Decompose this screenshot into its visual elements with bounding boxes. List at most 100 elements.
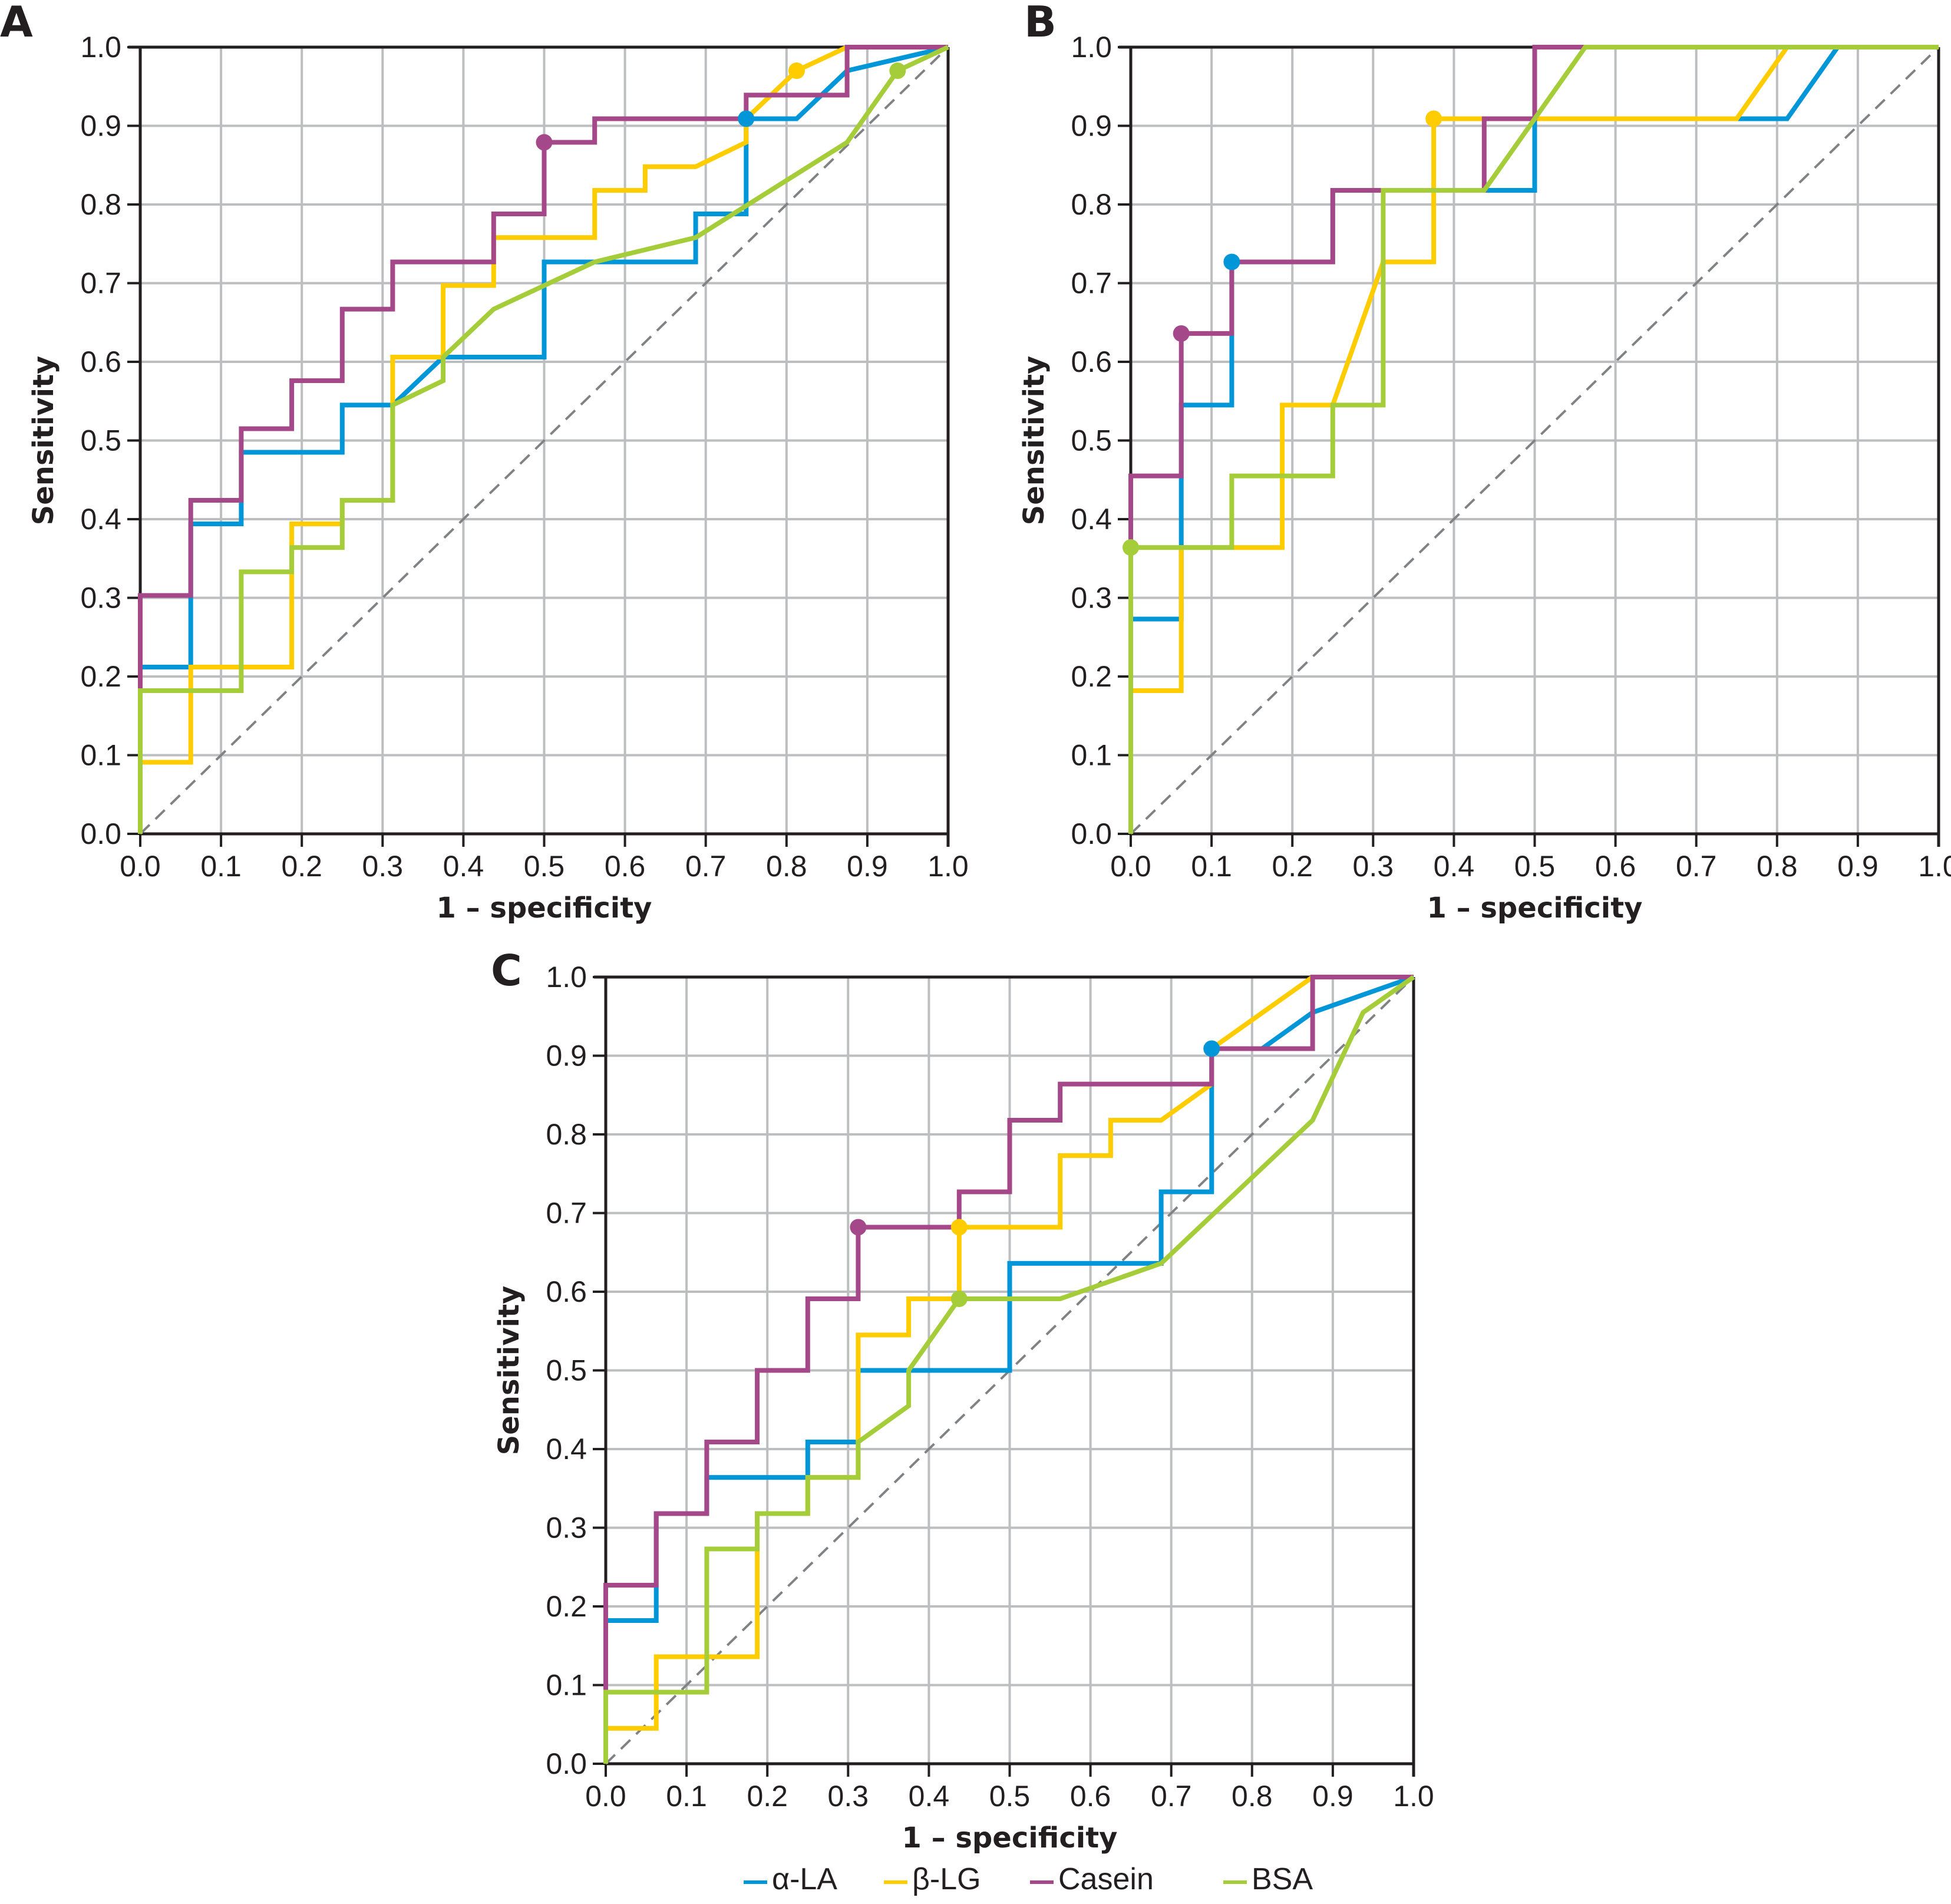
y-tick-label: 1.0 <box>546 961 587 994</box>
x-tick-label: 0.2 <box>1272 850 1313 883</box>
x-tick-label: 0.9 <box>1312 1780 1354 1813</box>
x-tick-label: 0.8 <box>1232 1780 1273 1813</box>
reference-diagonal <box>139 46 949 835</box>
y-tick-label: 0.7 <box>80 267 121 300</box>
x-tick-label: 0.1 <box>200 850 242 883</box>
roc-curve-bsa <box>1128 45 1939 834</box>
y-tick-label: 0.6 <box>80 345 121 378</box>
x-tick-label: 0.2 <box>747 1780 788 1813</box>
cutoff-point <box>1425 110 1442 127</box>
x-tick-label: 1.0 <box>1918 850 1951 883</box>
x-tick-label: 0.0 <box>120 850 161 883</box>
y-tick-label: 0.3 <box>1071 582 1112 615</box>
y-tick-label: 0.1 <box>546 1669 587 1702</box>
x-tick-label: 1.0 <box>1393 1780 1434 1813</box>
legend-label: Casein <box>1058 1862 1154 1896</box>
panel-a: A 0.0 0.1 0.2 0.3 0.4 0.5 0.6 0.7 0.8 0.9 1.0 0.0 0.1… <box>0 0 969 925</box>
legend: α-LA β-LG Casein BSA <box>744 1862 1313 1896</box>
roc-curve-lg <box>138 45 948 834</box>
cutoff-point <box>1123 539 1139 556</box>
x-tick-label: 0.0 <box>585 1780 626 1813</box>
legend-label: BSA <box>1252 1862 1313 1896</box>
x-tick-label: 0.8 <box>1757 850 1798 883</box>
y-tick-label: 0.0 <box>80 817 121 850</box>
y-tick-label: 1.0 <box>1071 31 1112 64</box>
x-tick-label: 0.0 <box>1110 850 1151 883</box>
x-tick-label: 0.5 <box>1514 850 1556 883</box>
x-tick-label: 0.7 <box>1151 1780 1192 1813</box>
legend-label: α-LA <box>772 1862 837 1896</box>
y-tick-label: 0.1 <box>80 739 121 772</box>
y-tick-label: 0.6 <box>546 1275 587 1308</box>
y-tick-label: 0.9 <box>546 1040 587 1073</box>
x-tick-label: 0.5 <box>524 850 565 883</box>
y-tick-label: 0.2 <box>546 1590 587 1623</box>
x-tick-label: 0.1 <box>1191 850 1232 883</box>
x-tick-label: 0.9 <box>1837 850 1879 883</box>
panel-b: B 0.0 0.1 0.2 0.3 0.4 0.5 0.6 0.7 0.8 0.9 1.0 0.0 0.1… <box>1018 0 1951 925</box>
cutoff-point <box>850 1219 867 1236</box>
y-tick-label: 0.3 <box>80 582 121 615</box>
cutoff-point <box>1173 325 1190 342</box>
y-tick-label: 0.4 <box>1071 503 1112 536</box>
x-tick-label: 0.6 <box>1595 850 1636 883</box>
y-tick-label: 0.1 <box>1071 739 1112 772</box>
x-tick-label: 0.7 <box>685 850 727 883</box>
y-tick-label: 0.3 <box>546 1512 587 1545</box>
y-tick-label: 0.4 <box>546 1433 587 1466</box>
cutoff-point <box>788 62 805 80</box>
roc-curve-lg <box>603 975 1414 1764</box>
y-axis-title: Sensitivity <box>1018 356 1051 526</box>
y-tick-label: 0.8 <box>1071 188 1112 221</box>
cutoff-point <box>738 110 755 127</box>
x-tick-label: 0.6 <box>605 850 646 883</box>
y-tick-label: 0.0 <box>546 1747 587 1780</box>
y-tick-label: 0.5 <box>80 424 121 457</box>
x-tick-label: 0.3 <box>1353 850 1394 883</box>
y-tick-label: 0.9 <box>80 110 121 143</box>
x-tick-label: 0.3 <box>362 850 404 883</box>
y-tick-label: 0.7 <box>546 1197 587 1230</box>
y-axis-title: Sensitivity <box>27 356 60 526</box>
y-tick-label: 0.8 <box>80 188 121 221</box>
x-tick-label: 0.1 <box>666 1780 707 1813</box>
y-tick-label: 1.0 <box>80 31 121 64</box>
cutoff-point <box>950 1219 968 1236</box>
cutoff-point <box>536 134 553 151</box>
x-axis-title: 1 – specificity <box>437 892 652 925</box>
x-tick-label: 1.0 <box>927 850 969 883</box>
y-tick-label: 0.0 <box>1071 817 1112 850</box>
y-tick-label: 0.4 <box>80 503 121 536</box>
y-tick-label: 0.2 <box>80 660 121 693</box>
y-tick-label: 0.6 <box>1071 345 1112 378</box>
roc-curve-bsa <box>603 975 1415 1764</box>
y-tick-label: 0.7 <box>1071 267 1112 300</box>
x-axis-title: 1 – specificity <box>1427 892 1643 925</box>
legend-label: β-LG <box>912 1862 981 1896</box>
y-tick-label: 0.9 <box>1071 110 1112 143</box>
x-tick-label: 0.9 <box>847 850 888 883</box>
x-axis-title: 1 – specificity <box>902 1821 1118 1854</box>
x-tick-label: 0.3 <box>828 1780 869 1813</box>
cutoff-point <box>950 1291 968 1308</box>
x-tick-label: 0.4 <box>1434 850 1475 883</box>
cutoff-point <box>889 62 906 80</box>
y-tick-label: 0.8 <box>546 1118 587 1151</box>
y-tick-label: 0.5 <box>1071 424 1112 457</box>
panel-label: C <box>491 946 522 995</box>
roc-curve-bsa <box>138 45 949 834</box>
y-tick-label: 0.2 <box>1071 660 1112 693</box>
x-tick-label: 0.8 <box>766 850 807 883</box>
y-axis-title: Sensitivity <box>493 1286 526 1456</box>
x-tick-label: 0.6 <box>1070 1780 1111 1813</box>
cutoff-point <box>1223 253 1240 270</box>
reference-diagonal <box>1130 46 1940 835</box>
panel-label: A <box>0 0 33 47</box>
x-tick-label: 0.4 <box>909 1780 950 1813</box>
panel-label: B <box>1024 0 1057 47</box>
x-tick-label: 0.4 <box>443 850 484 883</box>
cutoff-point <box>1203 1040 1220 1057</box>
y-tick-label: 0.5 <box>546 1354 587 1387</box>
panel-c: C 0.0 0.1 0.2 0.3 0.4 0.5 0.6 0.7 0.8 0.9 1.0 0.0 0.1… <box>491 946 1434 1854</box>
